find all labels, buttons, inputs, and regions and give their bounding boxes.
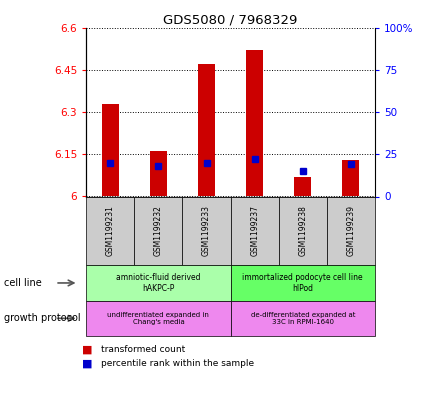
Text: amniotic-fluid derived
hAKPC-P: amniotic-fluid derived hAKPC-P (116, 273, 200, 293)
Text: growth protocol: growth protocol (4, 313, 81, 323)
Text: immortalized podocyte cell line
hIPod: immortalized podocyte cell line hIPod (242, 273, 362, 293)
Text: GSM1199238: GSM1199238 (298, 206, 307, 256)
Bar (342, 160, 359, 196)
Text: ■: ■ (82, 358, 92, 369)
Bar (198, 64, 215, 196)
Text: GSM1199237: GSM1199237 (249, 206, 258, 256)
Text: percentile rank within the sample: percentile rank within the sample (101, 359, 254, 368)
Bar (101, 103, 118, 196)
Text: GSM1199232: GSM1199232 (154, 206, 163, 256)
Text: de-differentiated expanded at
33C in RPMI-1640: de-differentiated expanded at 33C in RPM… (250, 312, 354, 325)
Text: undifferentiated expanded in
Chang's media: undifferentiated expanded in Chang's med… (107, 312, 209, 325)
Text: GSM1199233: GSM1199233 (202, 206, 211, 256)
Text: cell line: cell line (4, 278, 42, 288)
Bar (294, 177, 310, 196)
Text: GSM1199231: GSM1199231 (105, 206, 114, 256)
Bar (246, 50, 262, 196)
Bar (150, 151, 166, 196)
Text: GSM1199239: GSM1199239 (346, 206, 355, 256)
Text: ■: ■ (82, 345, 92, 355)
Text: transformed count: transformed count (101, 345, 185, 354)
Title: GDS5080 / 7968329: GDS5080 / 7968329 (163, 13, 297, 26)
